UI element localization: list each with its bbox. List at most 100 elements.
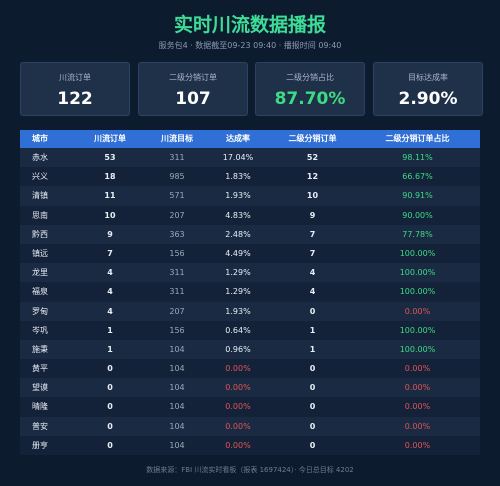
table-row: 施秉 1 104 0.96% 1 100.00% xyxy=(20,339,480,360)
table-cell: 100.00% xyxy=(399,248,436,258)
table-cell: 100.00% xyxy=(399,344,436,354)
table-cell: 1 xyxy=(107,325,113,335)
table-row: 黔西 9 363 2.48% 7 77.78% xyxy=(20,224,480,244)
table-row: 普安 0 104 0.00% 0 0.00% xyxy=(20,416,480,436)
table-cell: 1.93% xyxy=(225,191,251,201)
table-cell: 311 xyxy=(169,287,185,297)
table-cell: 1.83% xyxy=(225,172,251,182)
table-cell: 2.48% xyxy=(225,229,251,239)
table: 城市 川流订单 川流目标 达成率 二级分销订单 二级分销订单占比 赤水 53 311 17.04%… xyxy=(20,130,480,455)
table-cell: 7 xyxy=(309,248,316,258)
table-cell: 4 xyxy=(107,287,113,297)
kpi-value: 122 xyxy=(57,89,93,109)
table-cell: 77.78% xyxy=(402,229,433,239)
table-row: 福泉 4 311 1.29% 4 100.00% xyxy=(20,282,480,302)
table-cell: 0 xyxy=(107,364,113,374)
table-cell: 普安 xyxy=(32,421,48,431)
table-cell: 311 xyxy=(169,268,185,278)
table-cell: 0.00% xyxy=(225,402,251,412)
table-cell: 4 xyxy=(309,287,316,297)
table-cell: 0 xyxy=(107,440,113,450)
kpi-value: 107 xyxy=(175,89,211,109)
table-cell: 9 xyxy=(309,210,316,220)
table-cell: 0.00% xyxy=(404,364,431,374)
kpi-value: 2.90% xyxy=(398,89,458,109)
table-cell: 0 xyxy=(309,383,316,393)
table-cell: 1 xyxy=(107,344,113,354)
table-row: 赤水 53 311 17.04% 52 98.11% xyxy=(20,148,480,168)
table-cell: 福泉 xyxy=(32,287,48,297)
table-cell: 0.00% xyxy=(404,306,431,316)
table-cell: 363 xyxy=(169,229,185,239)
kpi-label: 川流订单 xyxy=(59,73,91,82)
table-cell: 18 xyxy=(104,172,116,182)
kpi-label: 目标达成率 xyxy=(408,73,448,82)
table-cell: 207 xyxy=(169,306,185,316)
table-cell: 0 xyxy=(309,306,316,316)
column-header: 达成率 xyxy=(226,134,250,143)
table-cell: 0 xyxy=(107,383,113,393)
table-cell: 思南 xyxy=(32,210,48,220)
table-cell: 0 xyxy=(309,421,316,431)
column-header: 二级分销订单占比 xyxy=(385,134,450,143)
table-cell: 1.93% xyxy=(225,306,251,316)
table-cell: 66.67% xyxy=(402,172,433,182)
table-row: 清镇 11 571 1.93% 10 90.91% xyxy=(20,186,480,206)
table-cell: 0 xyxy=(107,402,113,412)
table-cell: 985 xyxy=(169,172,185,182)
kpi-label: 二级分销订单 xyxy=(169,73,217,82)
table-cell: 0.00% xyxy=(225,421,251,431)
table-cell: 104 xyxy=(169,421,185,431)
table-cell: 156 xyxy=(169,248,185,258)
table-cell: 黄平 xyxy=(32,364,48,374)
table-cell: 90.00% xyxy=(402,210,433,220)
table-cell: 龙里 xyxy=(32,268,48,278)
kpi-card: 二级分销占比 87.70% xyxy=(255,62,365,116)
kpi-card: 目标达成率 2.90% xyxy=(373,62,483,116)
table-cell: 0.96% xyxy=(225,344,251,354)
table-cell: 4.83% xyxy=(225,210,251,220)
table-cell: 12 xyxy=(306,172,319,182)
table-cell: 0.00% xyxy=(404,421,431,431)
table-cell: 0.00% xyxy=(404,383,431,393)
table-cell: 0.00% xyxy=(404,440,431,450)
table-row: 思南 10 207 4.83% 9 90.00% xyxy=(20,205,480,225)
table-row: 望谟 0 104 0.00% 0 0.00% xyxy=(20,378,480,398)
table-row: 黄平 0 104 0.00% 0 0.00% xyxy=(20,359,480,379)
table-cell: 望谟 xyxy=(32,383,48,393)
table-cell: 156 xyxy=(169,325,185,335)
table-cell: 100.00% xyxy=(399,268,436,278)
table-row: 镇远 7 156 4.49% 7 100.00% xyxy=(20,243,480,264)
table-header: 城市 川流订单 川流目标 达成率 二级分销订单 二级分销订单占比 xyxy=(20,130,480,148)
table-cell: 0 xyxy=(309,402,316,412)
table-cell: 罗甸 xyxy=(32,306,48,316)
table-cell: 104 xyxy=(169,440,185,450)
table-cell: 0.00% xyxy=(225,440,251,450)
table-cell: 施秉 xyxy=(32,344,48,354)
table-row: 罗甸 4 207 1.93% 0 0.00% xyxy=(20,301,480,321)
table-row: 册亨 0 104 0.00% 0 0.00% xyxy=(20,435,480,455)
table-cell: 52 xyxy=(306,153,319,162)
table-cell: 黔西 xyxy=(32,229,48,239)
subtitle: 服务包4 · 数据截至09-23 09:40 · 播报时间 09:40 xyxy=(158,41,342,50)
table-cell: 571 xyxy=(169,191,185,201)
table-cell: 100.00% xyxy=(399,287,436,297)
table-cell: 兴义 xyxy=(32,172,48,182)
table-cell: 4 xyxy=(107,306,113,316)
table-cell: 1.29% xyxy=(225,268,251,278)
column-header: 川流订单 xyxy=(94,134,126,143)
table-cell: 104 xyxy=(169,344,185,354)
table-cell: 1 xyxy=(309,344,316,354)
table-cell: 镇远 xyxy=(32,248,48,258)
table-cell: 0.00% xyxy=(404,402,431,412)
table-cell: 311 xyxy=(169,153,185,162)
kpi-label: 二级分销占比 xyxy=(286,73,334,82)
table-cell: 98.11% xyxy=(402,153,433,162)
table-cell: 90.91% xyxy=(402,191,433,201)
table-row: 晴隆 0 104 0.00% 0 0.00% xyxy=(20,397,480,417)
table-cell: 晴隆 xyxy=(32,402,48,412)
table-row: 龙里 4 311 1.29% 4 100.00% xyxy=(20,263,480,283)
table-cell: 0 xyxy=(309,440,316,450)
table-cell: 1 xyxy=(309,325,316,335)
kpi-card: 川流订单 122 xyxy=(20,62,130,116)
